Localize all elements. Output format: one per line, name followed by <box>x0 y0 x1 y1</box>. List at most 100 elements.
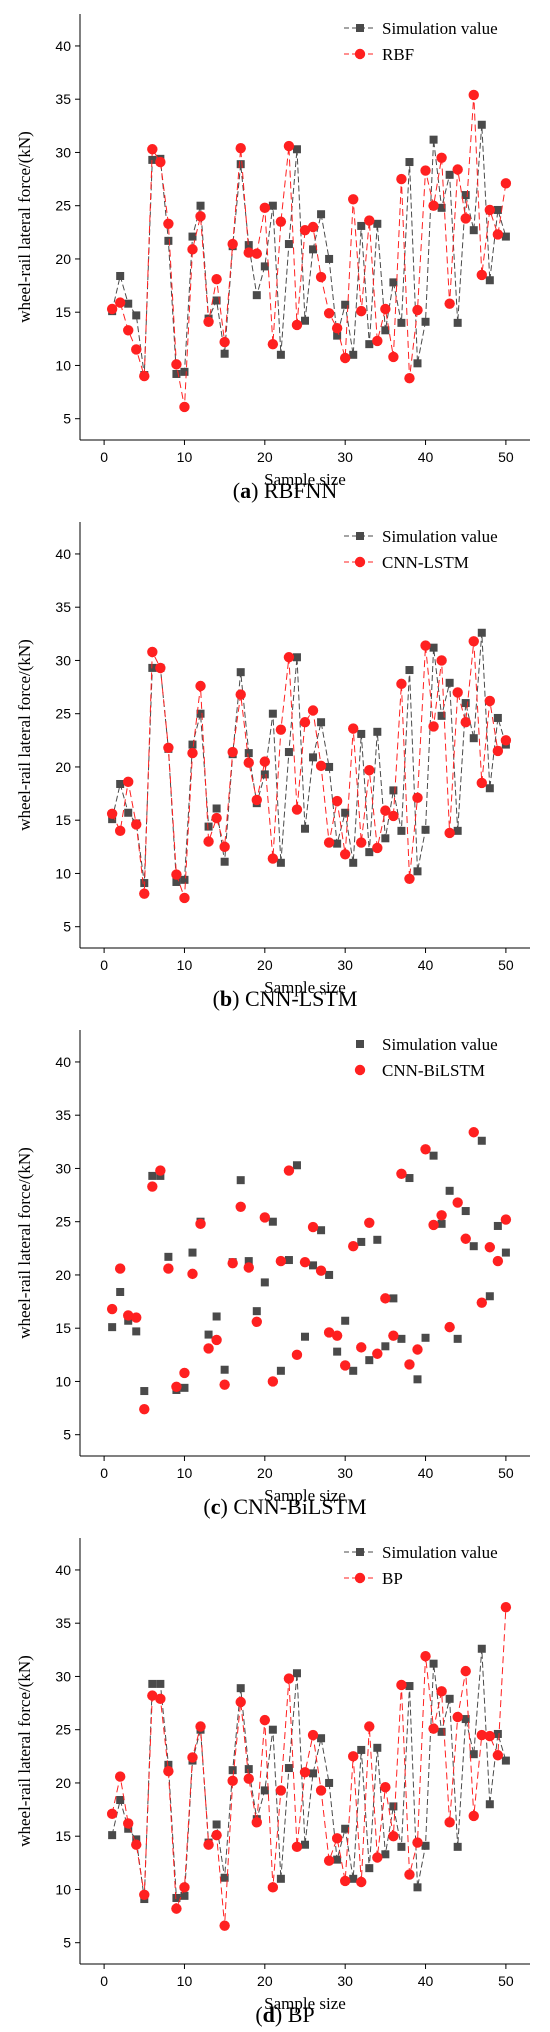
data-point-prediction <box>235 1201 246 1212</box>
data-point-simulation <box>116 1795 125 1804</box>
data-point-simulation <box>260 1786 269 1795</box>
data-point-simulation <box>301 824 309 833</box>
figure-caption: (b) CNN-LSTM <box>213 986 358 1011</box>
data-point-simulation <box>357 1745 366 1754</box>
data-point-prediction <box>283 1673 295 1684</box>
data-point-prediction <box>283 1165 295 1176</box>
data-point-simulation <box>485 1800 494 1809</box>
data-point-prediction <box>195 211 206 222</box>
data-point-simulation <box>124 808 133 817</box>
data-point-prediction <box>291 804 303 815</box>
data-point-prediction <box>452 687 463 698</box>
data-point-prediction <box>492 229 504 240</box>
data-point-prediction <box>500 178 512 189</box>
data-point-prediction <box>155 662 166 674</box>
data-point-prediction <box>243 757 254 768</box>
data-point-simulation <box>172 877 181 886</box>
x-tick-label: 40 <box>418 449 434 465</box>
data-point-simulation <box>236 160 245 169</box>
data-point-prediction <box>323 837 335 848</box>
data-point-simulation <box>501 232 510 241</box>
data-point-prediction <box>227 238 238 250</box>
y-tick-label: 30 <box>55 1668 71 1684</box>
data-point-simulation <box>493 1221 502 1230</box>
data-point-prediction <box>476 777 487 789</box>
data-point-prediction <box>348 723 359 734</box>
data-point-simulation <box>188 1248 197 1257</box>
data-point-prediction <box>275 1785 287 1796</box>
data-point-prediction <box>259 202 271 214</box>
data-point-prediction <box>123 325 134 336</box>
data-point-prediction <box>307 1221 319 1233</box>
data-point-simulation <box>357 729 366 738</box>
data-point-prediction <box>452 1197 463 1208</box>
x-tick-label: 40 <box>418 1465 434 1481</box>
x-tick-label: 0 <box>100 957 108 973</box>
data-point-prediction <box>420 1144 431 1155</box>
data-point-simulation <box>180 1891 189 1900</box>
data-point-simulation <box>445 1694 454 1703</box>
y-axis-title: wheel-rail lateral force/(kN) <box>15 1147 34 1339</box>
x-axis-title: Sample size <box>264 978 346 997</box>
data-point-prediction <box>267 1882 279 1893</box>
data-point-prediction <box>106 303 118 315</box>
data-point-prediction <box>404 1359 415 1370</box>
data-point-prediction <box>331 322 343 334</box>
data-point-prediction <box>420 1651 431 1662</box>
data-point-prediction <box>155 1165 166 1176</box>
y-tick-label: 25 <box>55 1214 71 1230</box>
data-point-prediction <box>275 724 287 735</box>
data-point-prediction <box>187 1268 198 1280</box>
data-point-prediction <box>388 1831 399 1842</box>
data-point-simulation <box>317 1226 326 1235</box>
data-point-prediction <box>299 717 311 728</box>
y-tick-label: 40 <box>55 1054 71 1070</box>
data-point-simulation <box>172 369 181 378</box>
data-point-simulation <box>325 1270 334 1279</box>
x-tick-label: 30 <box>337 1973 353 1989</box>
data-point-prediction <box>147 646 158 658</box>
data-point-prediction <box>372 842 383 854</box>
legend-label-0: Simulation value <box>382 1543 498 1562</box>
data-point-prediction <box>203 1839 214 1850</box>
data-point-simulation <box>164 236 173 245</box>
data-point-simulation <box>421 1333 430 1342</box>
data-point-simulation <box>309 753 318 762</box>
data-point-simulation <box>365 1864 374 1873</box>
x-tick-label: 10 <box>177 449 193 465</box>
data-point-simulation <box>325 254 334 263</box>
data-point-prediction <box>396 173 407 185</box>
data-point-simulation <box>381 1342 390 1351</box>
data-point-prediction <box>444 827 455 839</box>
data-point-simulation <box>429 643 438 652</box>
data-point-prediction <box>476 1297 487 1308</box>
data-point-simulation <box>445 170 454 179</box>
data-point-prediction <box>147 1690 158 1701</box>
data-point-simulation <box>292 145 301 154</box>
data-point-simulation <box>389 1802 398 1811</box>
data-point-prediction <box>315 1265 327 1276</box>
data-point-simulation <box>244 1765 253 1774</box>
data-point-prediction <box>211 273 222 285</box>
data-point-simulation <box>365 848 374 857</box>
data-point-simulation <box>317 210 326 219</box>
data-point-prediction <box>420 165 431 176</box>
data-point-simulation <box>469 1242 478 1251</box>
x-tick-label: 0 <box>100 449 108 465</box>
data-point-prediction <box>460 717 471 728</box>
legend-marker-circle <box>354 1572 366 1584</box>
data-point-prediction <box>356 305 367 317</box>
data-point-prediction <box>412 304 423 316</box>
data-point-prediction <box>388 351 399 363</box>
data-point-simulation <box>244 241 253 250</box>
series-line-0 <box>111 632 507 884</box>
data-point-simulation <box>429 1659 438 1668</box>
data-point-simulation <box>477 1644 486 1653</box>
y-tick-label: 30 <box>55 1160 71 1176</box>
data-point-prediction <box>460 1665 471 1677</box>
data-point-simulation <box>204 822 213 831</box>
y-tick-label: 40 <box>55 38 71 54</box>
data-point-simulation <box>413 359 422 368</box>
data-point-prediction <box>106 1808 118 1820</box>
